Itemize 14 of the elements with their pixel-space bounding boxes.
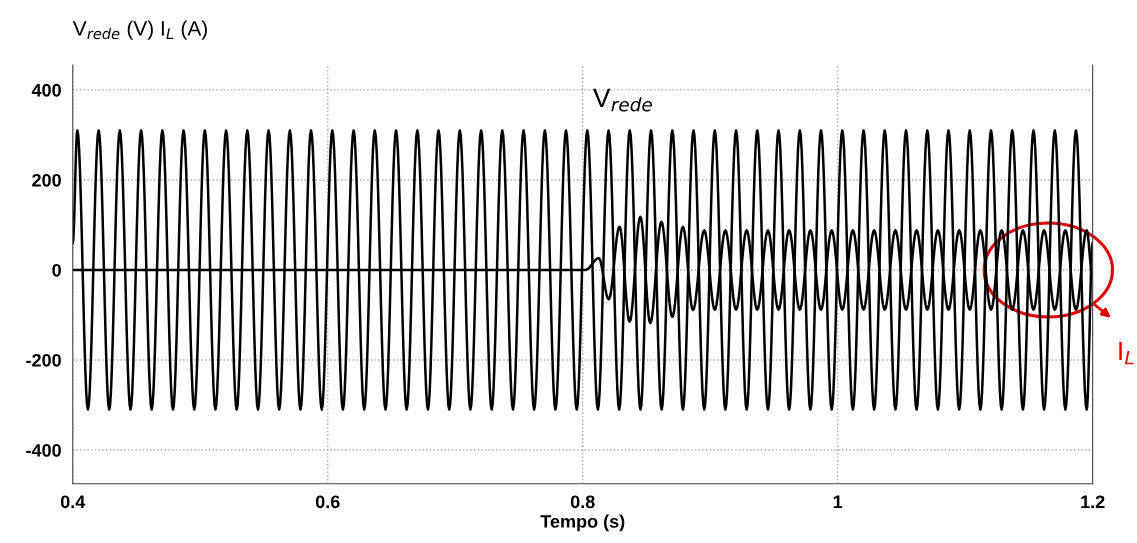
text: I$_{L}$ <box>1119 341 1134 365</box>
x-tick-label: 0.6 <box>315 495 340 509</box>
x-tick-label: 0.8 <box>570 495 595 509</box>
y-tick-label: -200 <box>26 353 61 367</box>
y-tick-label: 200 <box>32 173 61 187</box>
x-tick-label: 0.4 <box>60 495 86 509</box>
series-label: V$_{rede}$ <box>593 88 652 112</box>
x-axis-title: Tempo (s) <box>540 514 625 532</box>
y-axis-title: V$_{rede}$ (V) I$_{L}$ (A) <box>72 20 207 40</box>
x-tick-label: 1 <box>833 495 843 509</box>
x-tick-label: 1.2 <box>1081 495 1105 509</box>
y-tick-label: 400 <box>31 83 61 97</box>
y-tick-label: 0 <box>52 263 61 277</box>
y-tick-label: -400 <box>26 443 61 457</box>
